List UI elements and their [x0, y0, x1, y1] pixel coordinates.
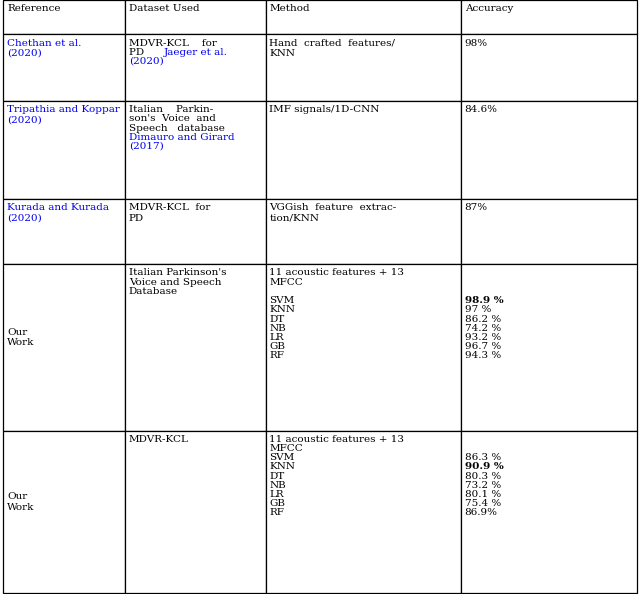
Text: MFCC: MFCC	[269, 444, 303, 453]
Bar	[266, 101, 461, 199]
Bar	[461, 431, 637, 593]
Text: son's  Voice  and: son's Voice and	[129, 115, 216, 124]
Text: 86.9%: 86.9%	[465, 508, 498, 517]
Bar	[3, 34, 125, 101]
Bar	[125, 199, 266, 264]
Text: GB: GB	[269, 342, 285, 351]
Text: Jaeger et al.: Jaeger et al.	[164, 48, 228, 57]
Text: 98%: 98%	[465, 39, 488, 48]
Text: Tripathia and Koppar
(2020): Tripathia and Koppar (2020)	[7, 105, 120, 125]
Text: Our
Work: Our Work	[7, 327, 35, 347]
Text: 93.2 %: 93.2 %	[465, 333, 501, 342]
Bar	[461, 101, 637, 199]
Text: 94.3 %: 94.3 %	[465, 351, 501, 361]
Bar	[266, 0, 461, 34]
Text: Dataset Used: Dataset Used	[129, 4, 199, 13]
Text: MDVR-KCL    for: MDVR-KCL for	[129, 39, 216, 48]
Text: VGGish  feature  extrac-
tion/KNN: VGGish feature extrac- tion/KNN	[269, 203, 397, 223]
Text: 11 acoustic features + 13: 11 acoustic features + 13	[269, 268, 404, 277]
Text: MDVR-KCL  for
PD: MDVR-KCL for PD	[129, 203, 210, 223]
Text: Voice and Speech: Voice and Speech	[129, 277, 221, 287]
Text: 75.4 %: 75.4 %	[465, 499, 501, 508]
Bar	[266, 431, 461, 593]
Text: 98.9 %: 98.9 %	[465, 296, 503, 305]
Text: 84.6%: 84.6%	[465, 105, 498, 114]
Text: RF: RF	[269, 351, 284, 361]
Bar	[461, 34, 637, 101]
Text: Italian Parkinson's: Italian Parkinson's	[129, 268, 226, 277]
Text: Hand  crafted  features/
KNN: Hand crafted features/ KNN	[269, 39, 396, 58]
Bar	[3, 101, 125, 199]
Text: Italian    Parkin-: Italian Parkin-	[129, 105, 213, 114]
Text: 74.2 %: 74.2 %	[465, 324, 501, 333]
Text: NB: NB	[269, 324, 286, 333]
Text: 86.3 %: 86.3 %	[465, 453, 501, 462]
Bar	[125, 101, 266, 199]
Bar	[125, 431, 266, 593]
Bar	[461, 0, 637, 34]
Bar	[3, 0, 125, 34]
Text: Dimauro and Girard: Dimauro and Girard	[129, 133, 234, 142]
Text: 73.2 %: 73.2 %	[465, 481, 501, 490]
Text: SVM: SVM	[269, 453, 294, 462]
Text: 86.2 %: 86.2 %	[465, 315, 501, 324]
Text: DT: DT	[269, 315, 285, 324]
Text: 96.7 %: 96.7 %	[465, 342, 501, 351]
Text: 87%: 87%	[465, 203, 488, 212]
Text: IMF signals/1D-CNN: IMF signals/1D-CNN	[269, 105, 380, 114]
Bar	[266, 199, 461, 264]
Text: LR: LR	[269, 333, 284, 342]
Bar	[3, 199, 125, 264]
Text: Our
Work: Our Work	[7, 492, 35, 511]
Text: Database: Database	[129, 287, 178, 296]
Text: KNN: KNN	[269, 305, 296, 314]
Text: Kurada and Kurada
(2020): Kurada and Kurada (2020)	[7, 203, 109, 223]
Text: RF: RF	[269, 508, 284, 517]
Text: NB: NB	[269, 481, 286, 490]
Text: 11 acoustic features + 13: 11 acoustic features + 13	[269, 435, 404, 444]
Text: Chethan et al.
(2020): Chethan et al. (2020)	[7, 39, 81, 58]
Text: 80.1 %: 80.1 %	[465, 490, 501, 499]
Text: (2020): (2020)	[129, 57, 163, 66]
Bar	[125, 0, 266, 34]
Text: 90.9 %: 90.9 %	[465, 462, 504, 472]
Text: GB: GB	[269, 499, 285, 508]
Bar	[266, 34, 461, 101]
Text: KNN: KNN	[269, 462, 296, 472]
Text: MFCC: MFCC	[269, 277, 303, 287]
Text: DT: DT	[269, 472, 285, 481]
Text: PD: PD	[129, 48, 157, 57]
Text: SVM: SVM	[269, 296, 294, 305]
Bar	[266, 264, 461, 431]
Text: MDVR-KCL: MDVR-KCL	[129, 435, 189, 444]
Text: LR: LR	[269, 490, 284, 499]
Text: Reference: Reference	[7, 4, 61, 13]
Text: 97 %: 97 %	[465, 305, 491, 314]
Bar	[125, 34, 266, 101]
Bar	[461, 199, 637, 264]
Bar	[3, 431, 125, 593]
Text: Method: Method	[269, 4, 310, 13]
Bar	[461, 264, 637, 431]
Text: Accuracy: Accuracy	[465, 4, 513, 13]
Bar	[3, 264, 125, 431]
Bar	[125, 264, 266, 431]
Text: 80.3 %: 80.3 %	[465, 472, 501, 481]
Text: Speech   database: Speech database	[129, 124, 225, 132]
Text: (2017): (2017)	[129, 142, 163, 151]
